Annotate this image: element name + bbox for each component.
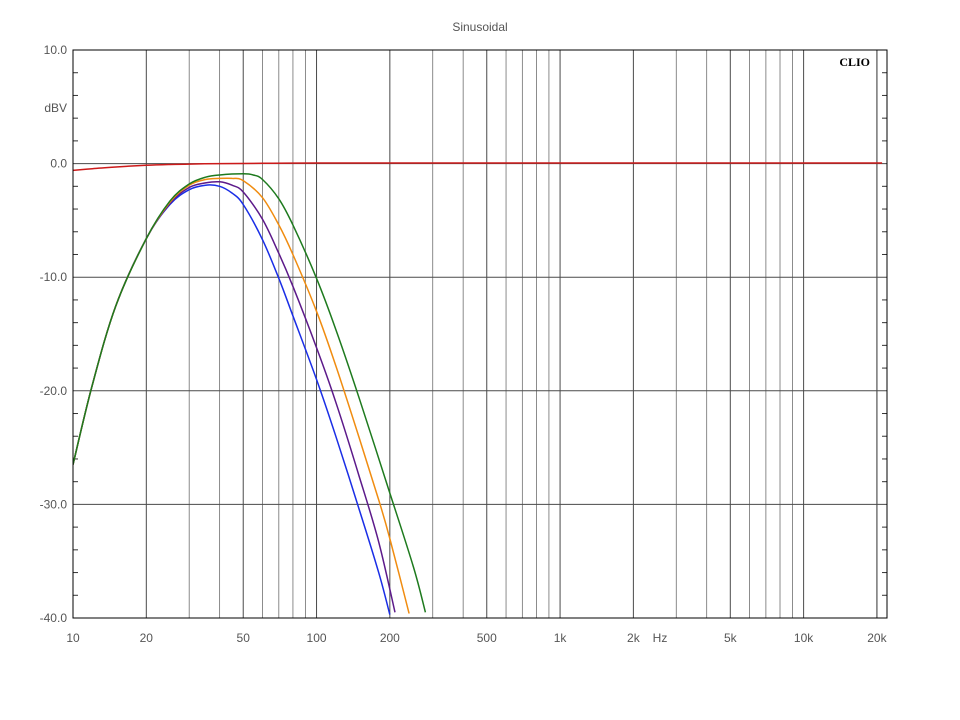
- y-tick-label: 0.0: [50, 157, 67, 171]
- y-tick-label: 10.0: [44, 43, 68, 57]
- axis-ticks: [73, 72, 887, 596]
- x-tick-label: 2k: [627, 631, 641, 645]
- y-tick-labels: 10.0 0.0 -10.0 -20.0 -30.0 -40.0: [40, 43, 68, 625]
- series-line-2: [73, 184, 391, 615]
- x-tick-label: 1k: [554, 631, 568, 645]
- y-tick-label: -10.0: [40, 270, 68, 284]
- x-tick-label: 20k: [867, 631, 887, 645]
- series-line-5: [73, 173, 427, 613]
- x-tick-label: 200: [380, 631, 400, 645]
- x-tick-label: 50: [237, 631, 251, 645]
- x-tick-label: 20: [140, 631, 154, 645]
- x-tick-labels: 10 20 50 100 200 500 1k 2k 5k 10k 20k: [66, 631, 887, 645]
- plot-frame: [72, 49, 888, 619]
- y-tick-label: -20.0: [40, 384, 68, 398]
- x-tick-label: 10: [66, 631, 80, 645]
- series-lines: [73, 162, 883, 615]
- clio-brand-mark: CLIO: [839, 55, 870, 69]
- y-axis-unit-label: dBV: [44, 101, 67, 115]
- major-gridlines: [72, 49, 887, 619]
- x-axis-unit-label: Hz: [653, 631, 668, 645]
- x-tick-label: 10k: [794, 631, 814, 645]
- minor-gridlines: [188, 50, 793, 618]
- series-line-1: [73, 162, 883, 172]
- x-tick-label: 500: [477, 631, 497, 645]
- x-tick-label: 5k: [724, 631, 738, 645]
- y-tick-label: -40.0: [40, 611, 68, 625]
- y-tick-label: -30.0: [40, 497, 68, 511]
- x-tick-label: 100: [307, 631, 327, 645]
- chart-title: Sinusoidal: [452, 20, 507, 34]
